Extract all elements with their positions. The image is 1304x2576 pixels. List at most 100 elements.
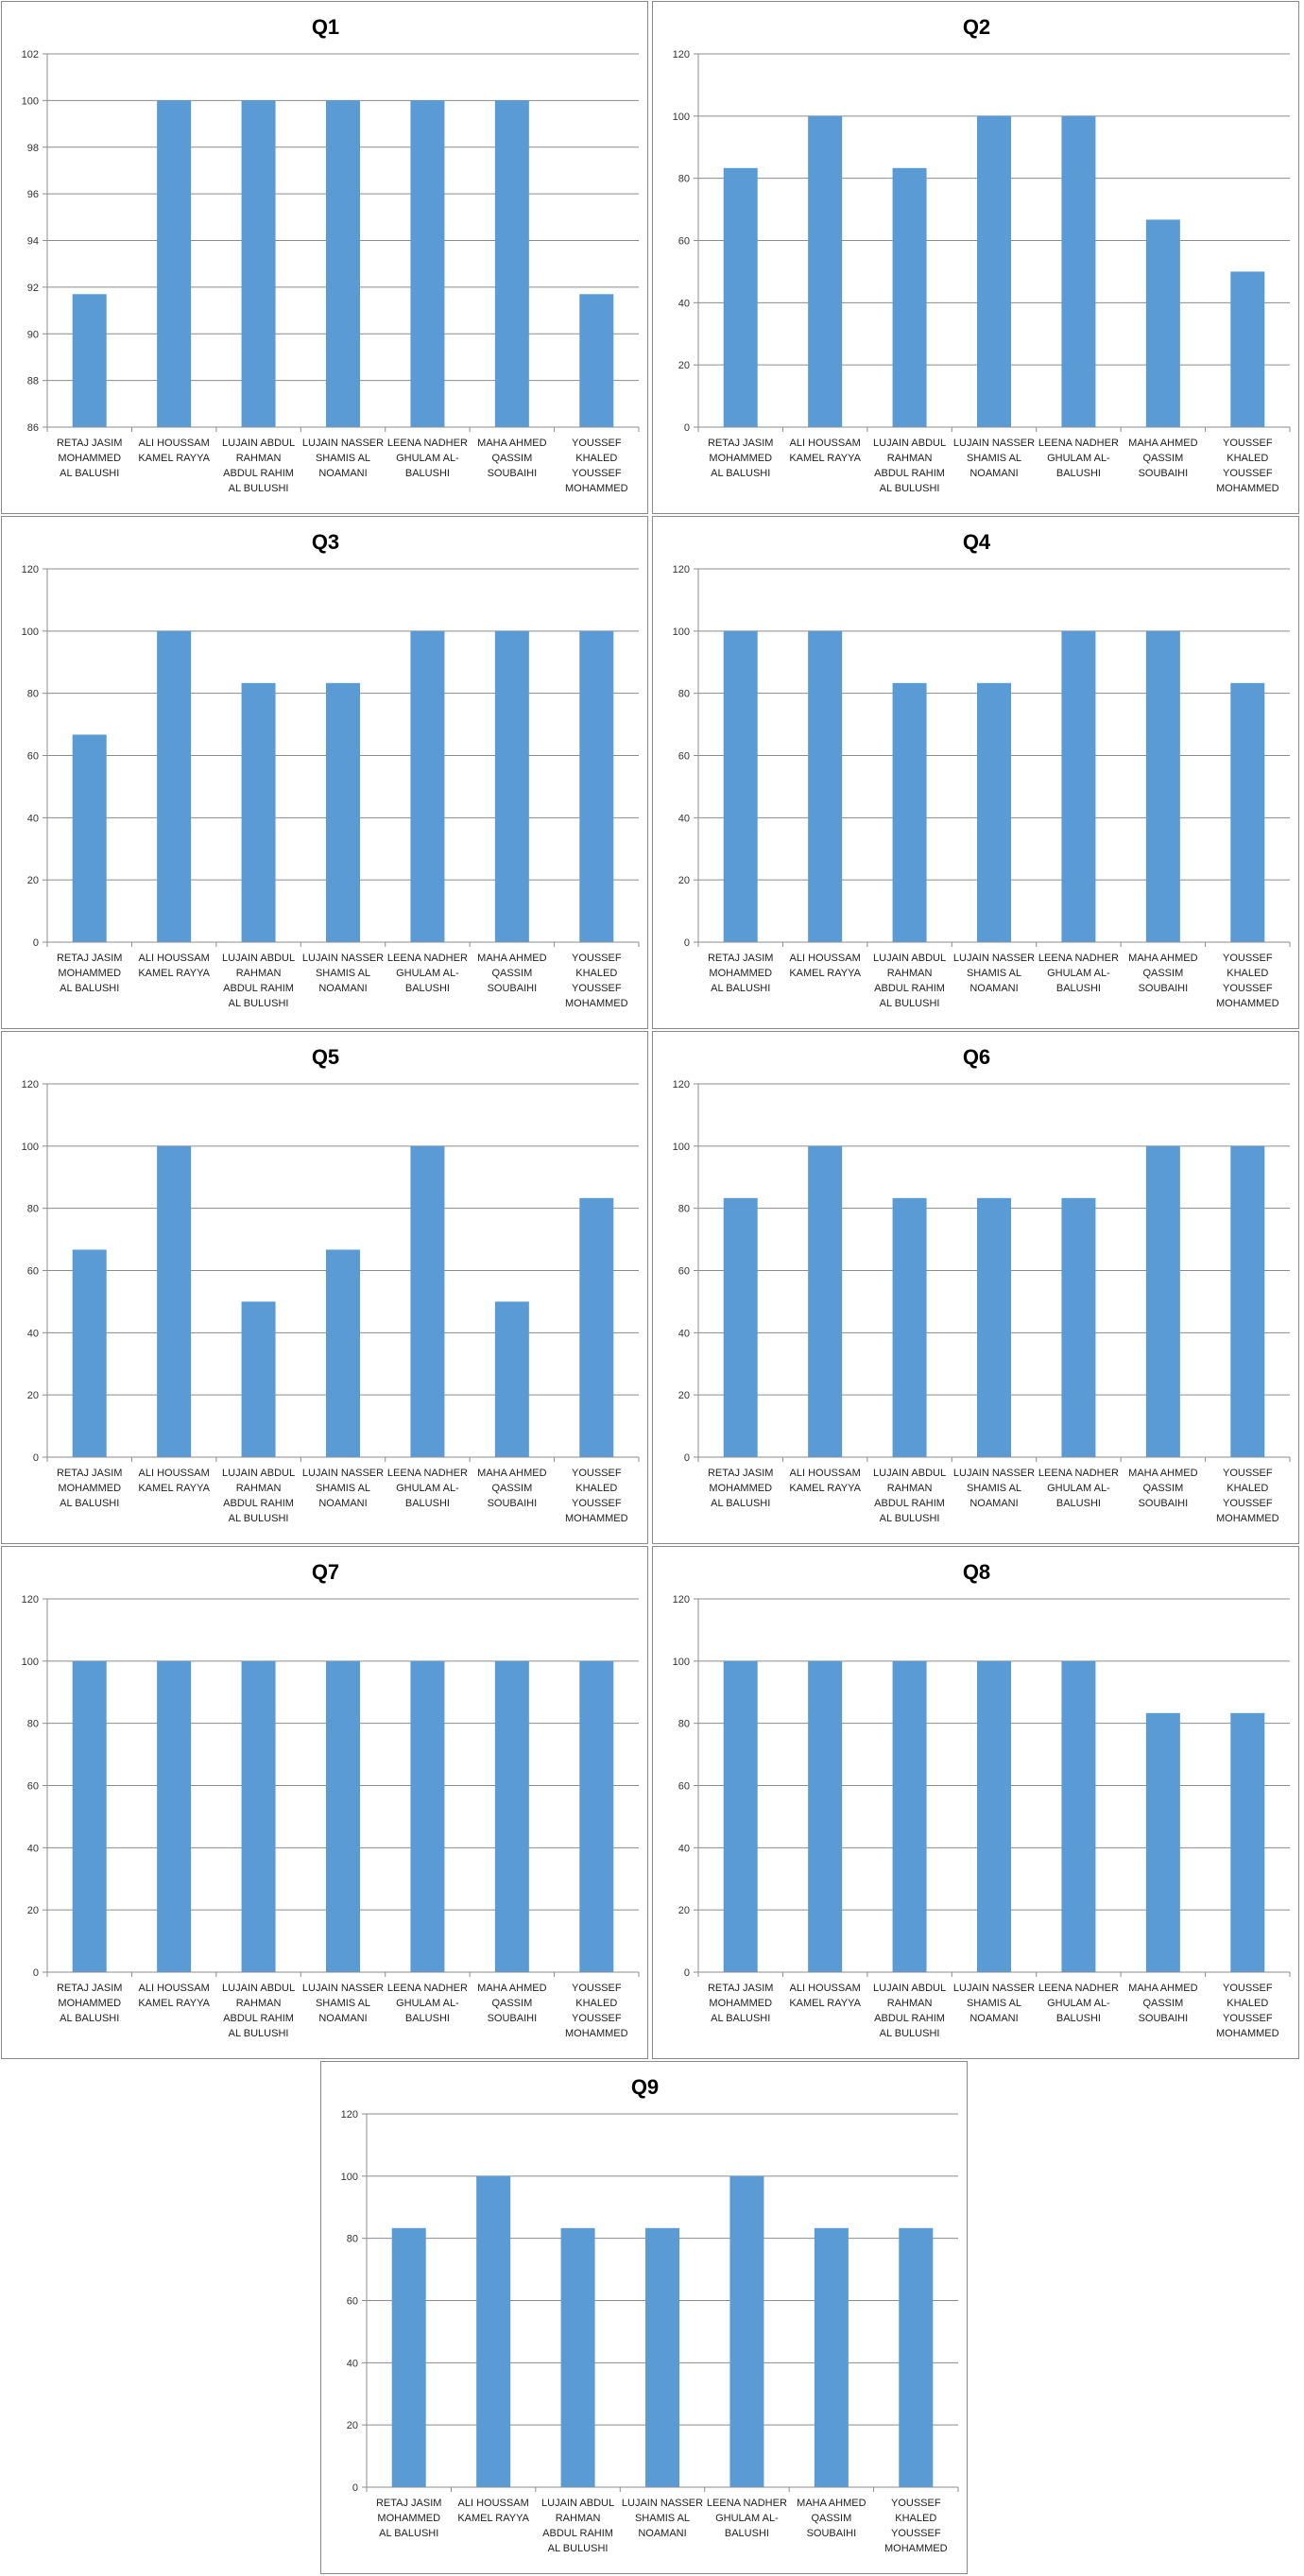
x-category-label-line: MAHA AHMED: [797, 2498, 866, 2509]
y-tick-label: 40: [678, 1843, 690, 1854]
x-category-label-line: NOAMANI: [969, 2013, 1018, 2024]
y-tick-label: 120: [341, 2109, 358, 2121]
bar-q9-5: [729, 2175, 764, 2487]
x-category-label-line: KAMEL RAYYA: [789, 1998, 861, 2009]
x-category-label-line: GHULAM AL-: [396, 968, 459, 979]
y-tick-label: 100: [22, 1657, 39, 1668]
x-category-label: RETAJ JASIM MOHAMMED AL BALUSHI: [708, 1983, 773, 2024]
y-tick-label: 60: [347, 2296, 358, 2308]
bar-q4-2: [808, 630, 843, 942]
x-category-label-line: GHULAM AL-: [396, 1483, 459, 1494]
x-category-label-line: NOAMANI: [969, 1498, 1018, 1509]
x-category-label-line: GHULAM AL-: [715, 2513, 779, 2524]
x-category-label-line: MOHAMMED: [58, 968, 121, 979]
y-tick-label: 88: [27, 376, 39, 387]
y-tick-label: 0: [352, 2482, 358, 2494]
x-category-label: LUJAIN ABDUL RAHMAN ABDUL RAHIM AL BULUSHI: [222, 1983, 295, 2039]
x-category-label-line: MOHAMMED: [1216, 1513, 1279, 1524]
x-category-label-line: MAHA AHMED: [1128, 1983, 1197, 1994]
chart-q7: Q7 0 20 40 60 80 100 120 RETAJ JASIM MOHAMMED AL B…: [22, 1560, 640, 2039]
x-category-label-line: MAHA AHMED: [477, 438, 546, 449]
x-category-label-line: LUJAIN NASSER: [953, 438, 1035, 449]
x-category-label-line: AL BULUSHI: [229, 2028, 289, 2039]
x-category-label-line: AL BALUSHI: [711, 983, 770, 994]
bar-q7-2: [157, 1660, 192, 1972]
x-category-label-line: KAMEL RAYYA: [138, 1998, 210, 2009]
y-tick-label: 86: [27, 422, 39, 434]
y-tick-label: 100: [22, 95, 39, 107]
bar-q6-4: [977, 1197, 1011, 1457]
x-category-label-line: LUJAIN NASSER: [622, 2498, 703, 2509]
y-tick-label: 100: [22, 1142, 39, 1153]
y-tick-label: 0: [684, 1967, 690, 1979]
bar-q9-3: [560, 2227, 595, 2487]
x-category-label: ALI HOUSSAM KAMEL RAYYA: [789, 1983, 861, 2009]
x-category-label: RETAJ JASIM MOHAMMED AL BALUSHI: [708, 1468, 773, 1509]
x-category-label-line: LUJAIN NASSER: [953, 953, 1035, 964]
x-category-label-line: MOHAMMED: [58, 1998, 121, 2009]
x-category-label-line: MOHAMMED: [1216, 2028, 1279, 2039]
y-tick-label: 0: [684, 1452, 690, 1464]
x-category-label: LEENA NADHER GHULAM AL- BALUSHI: [1038, 953, 1119, 994]
x-category-label-line: MOHAMMED: [709, 453, 772, 464]
x-category-label-line: SHAMIS AL: [967, 453, 1021, 464]
x-category-label: LUJAIN NASSER SHAMIS AL NOAMANI: [953, 1468, 1035, 1509]
y-tick-label: 120: [673, 49, 690, 60]
x-category-label-line: SHAMIS AL: [316, 1483, 370, 1494]
bar-q6-2: [808, 1145, 843, 1457]
y-tick-label: 80: [678, 689, 690, 700]
bar-q3-1: [72, 734, 107, 942]
x-category-label-line: RAHMAN: [236, 453, 282, 464]
x-category-label-line: NOAMANI: [318, 1498, 367, 1509]
chart-q4: Q4 0 20 40 60 80 100 120 RETAJ JASIM MOHAMMED AL B…: [673, 530, 1291, 1009]
x-category-label: LUJAIN NASSER SHAMIS AL NOAMANI: [953, 953, 1035, 994]
x-category-label-line: GHULAM AL-: [1047, 1998, 1110, 2009]
x-category-label-line: RETAJ JASIM: [57, 953, 122, 964]
y-tick-label: 0: [684, 422, 690, 434]
x-category-label-line: KHALED: [1227, 453, 1268, 464]
x-category-label-line: LUJAIN ABDUL: [222, 1983, 295, 1994]
x-category-label-line: SHAMIS AL: [967, 968, 1021, 979]
bar-q4-4: [977, 682, 1011, 942]
x-category-label-line: YOUSSEF: [1223, 1983, 1273, 1994]
y-tick-label: 0: [33, 1967, 39, 1979]
x-category-label-line: NOAMANI: [638, 2528, 686, 2539]
x-category-label-line: RAHMAN: [556, 2513, 601, 2524]
x-category-label-line: SOUBAIHI: [1139, 983, 1189, 994]
bar-q2-6: [1145, 219, 1180, 427]
x-category-label-line: QASSIM: [491, 1483, 532, 1494]
x-category-label-line: GHULAM AL-: [396, 453, 459, 464]
bar-q8-2: [808, 1660, 843, 1972]
bar-q7-5: [410, 1660, 445, 1972]
x-category-label-line: ABDUL RAHIM: [223, 2013, 294, 2024]
x-category-label: LUJAIN NASSER SHAMIS AL NOAMANI: [953, 438, 1035, 479]
x-category-label: LUJAIN ABDUL RAHMAN ABDUL RAHIM AL BULUSHI: [873, 953, 946, 1009]
bar-q3-2: [157, 630, 192, 942]
bar-q2-2: [808, 115, 843, 427]
y-tick-label: 100: [673, 1657, 690, 1668]
x-category-label-line: ABDUL RAHIM: [874, 1498, 945, 1509]
x-category-label-line: MOHAMMED: [58, 1483, 121, 1494]
x-category-label-line: SOUBAIHI: [488, 2013, 538, 2024]
y-tick-label: 20: [678, 1390, 690, 1401]
bar-q6-5: [1061, 1197, 1096, 1457]
y-tick-label: 40: [678, 1328, 690, 1339]
chart-q5: Q5 0 20 40 60 80 100 120 RETAJ JASIM MOHAMMED AL B…: [22, 1045, 640, 1524]
chart-title: Q1: [312, 15, 339, 39]
bar-q2-3: [892, 167, 927, 427]
x-category-label: YOUSSEF KHALED YOUSSEF MOHAMMED: [565, 1468, 628, 1524]
x-category-label-line: YOUSSEF: [572, 2013, 622, 2024]
x-category-label: LUJAIN NASSER SHAMIS AL NOAMANI: [622, 2498, 703, 2539]
x-category-label-line: BALUSHI: [1056, 468, 1101, 479]
chart-q9: Q9 0 20 40 60 80 100 120 RETAJ JASIM MOHAMMED AL B…: [341, 2075, 959, 2554]
x-category-label-line: YOUSSEF: [572, 1468, 622, 1479]
x-category-label: LUJAIN NASSER SHAMIS AL NOAMANI: [302, 1468, 384, 1509]
y-tick-label: 60: [27, 1781, 39, 1793]
x-category-label: LUJAIN NASSER SHAMIS AL NOAMANI: [302, 438, 384, 479]
x-category-label-line: MAHA AHMED: [1128, 1468, 1197, 1479]
x-category-label: MAHA AHMED QASSIM SOUBAIHI: [477, 1983, 546, 2024]
y-tick-label: 20: [678, 875, 690, 886]
x-category-label-line: KAMEL RAYYA: [789, 968, 861, 979]
x-category-label: MAHA AHMED QASSIM SOUBAIHI: [1128, 438, 1197, 479]
bar-q8-7: [1230, 1712, 1265, 1972]
